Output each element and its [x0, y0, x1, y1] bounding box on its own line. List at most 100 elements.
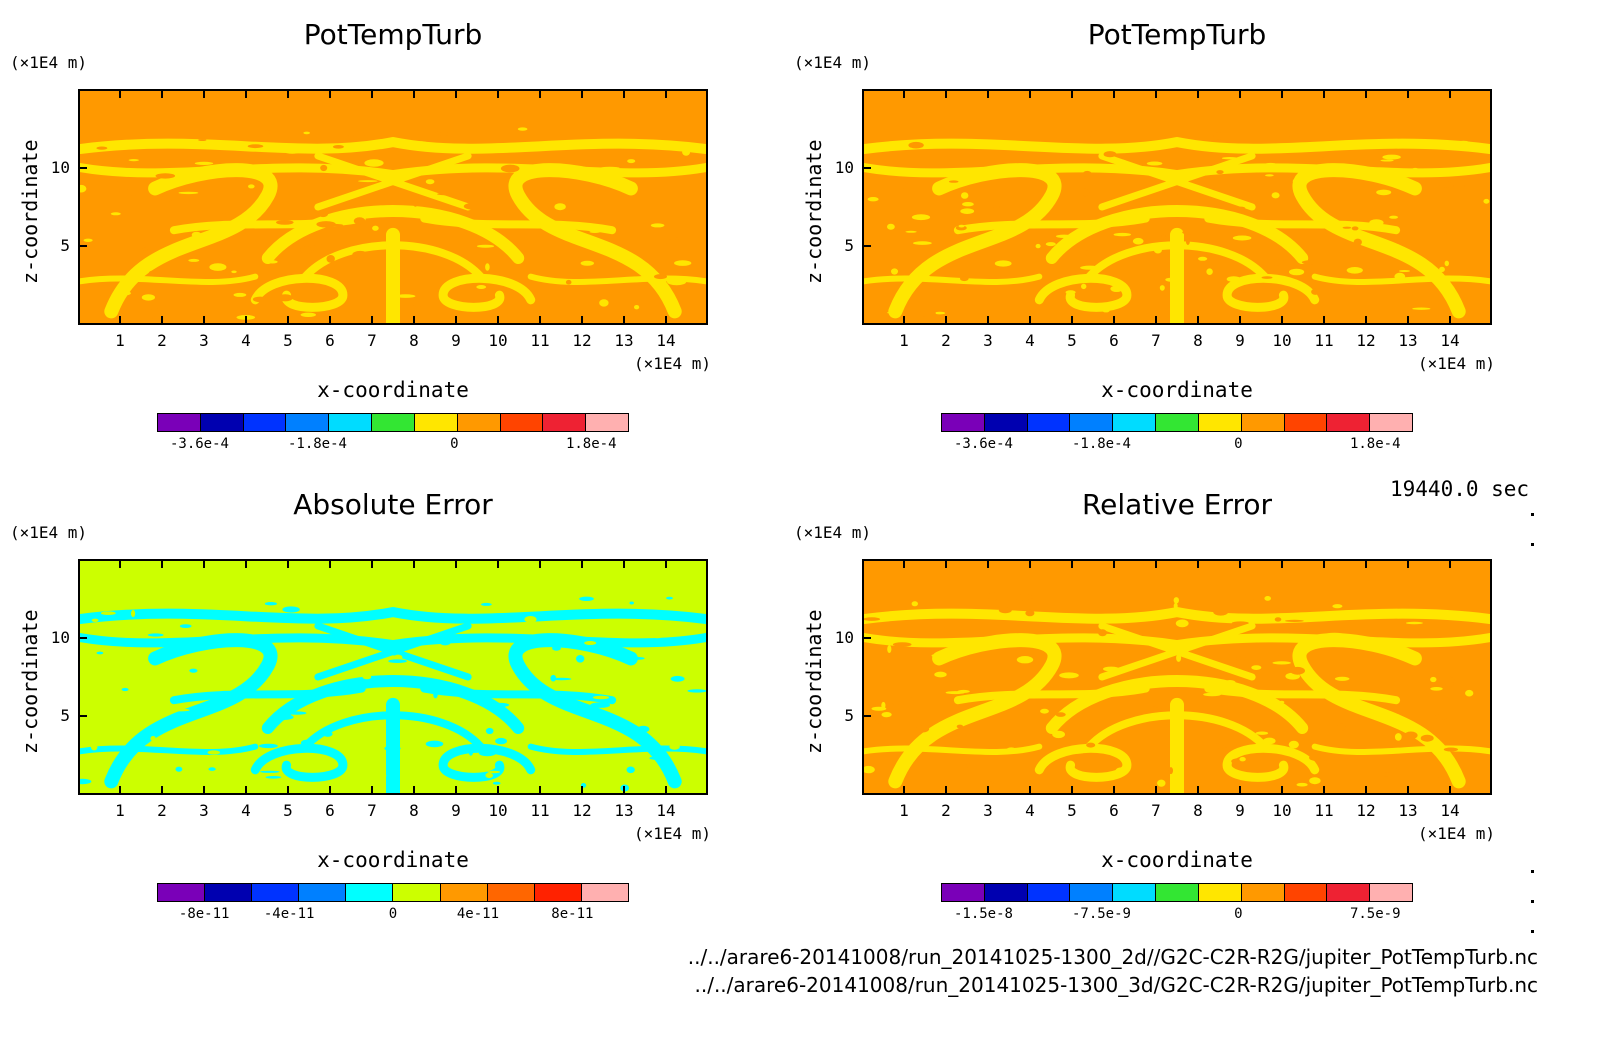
field-speckle: [276, 220, 294, 225]
x-tick-label: 12: [1356, 801, 1376, 820]
field-speckle: [425, 740, 444, 748]
field-pattern-band: [261, 675, 525, 735]
colorbar-segment: [942, 414, 985, 431]
field-speckle: [1110, 285, 1123, 292]
colorbar-label: 4e-11: [456, 906, 500, 922]
x-axis-label: x-coordinate: [1101, 378, 1253, 402]
colorbar-segment: [1241, 884, 1285, 901]
x-axis-unit: (×1E4 m): [1418, 824, 1496, 843]
field-speckle: [172, 708, 190, 712]
x-tick: [1239, 316, 1241, 325]
y-tick: [862, 166, 871, 169]
field-speckle: [911, 601, 918, 607]
field-speckle: [1194, 671, 1210, 674]
x-axis-unit: (×1E4 m): [634, 354, 712, 373]
field-speckle: [1301, 260, 1319, 265]
field-speckle: [121, 687, 129, 692]
field-speckle: [887, 645, 892, 653]
field-speckle: [1005, 747, 1017, 754]
field-speckle: [1173, 597, 1179, 604]
x-tick: [161, 316, 163, 325]
x-tick: [455, 559, 457, 568]
x-tick-label: 8: [409, 801, 419, 820]
field-pattern-band: [888, 163, 1062, 319]
field-speckle: [1115, 767, 1127, 774]
field-speckle: [1394, 272, 1406, 280]
colorbar-segment: [299, 884, 347, 901]
field-speckle: [881, 712, 892, 718]
field-speckle: [1380, 772, 1392, 777]
field-speckle: [91, 618, 99, 622]
x-tick: [1029, 316, 1031, 325]
field-speckle: [178, 191, 199, 195]
field-speckle: [1380, 159, 1394, 162]
x-tick: [581, 786, 583, 795]
field-speckle: [346, 132, 366, 137]
field-speckle: [1251, 665, 1262, 670]
field-speckle: [1430, 676, 1437, 683]
field-speckle: [1444, 230, 1464, 235]
field-speckle: [1439, 181, 1454, 188]
field-speckle: [1439, 266, 1445, 273]
field-speckle: [322, 731, 333, 737]
field-speckle: [105, 672, 115, 677]
field-speckle: [1398, 270, 1411, 272]
colorbar-segment: [1070, 884, 1114, 901]
field-speckle: [1153, 246, 1162, 254]
field-speckle: [1324, 632, 1345, 638]
x-tick: [945, 316, 947, 325]
field-pattern-band: [80, 633, 706, 650]
x-tick: [1281, 316, 1283, 325]
x-tick-label: 10: [1272, 331, 1292, 350]
y-axis-unit: (×1E4 m): [10, 523, 88, 542]
chart-panel: PotTempTurb (×1E4 m) 1 2 3 4 5 6 7 8 9 10 11 12 13 14 5 1…: [784, 0, 1568, 470]
field-speckle: [265, 776, 282, 779]
colorbar-segment: [1198, 414, 1242, 431]
x-tick: [903, 89, 905, 98]
y-axis-unit: (×1E4 m): [794, 523, 872, 542]
x-tick-label: 5: [283, 331, 293, 350]
x-tick-label: 2: [941, 331, 951, 350]
x-tick: [371, 559, 373, 568]
x-tick-label: 8: [409, 331, 419, 350]
field-speckle: [1430, 687, 1443, 691]
field-speckle: [425, 179, 435, 185]
colorbar-segment: [500, 414, 544, 431]
x-tick-label: 10: [488, 331, 508, 350]
x-tick-label: 7: [367, 331, 377, 350]
y-axis-label: z-coordinate: [18, 139, 42, 285]
field-speckle: [1389, 215, 1398, 219]
x-tick: [455, 316, 457, 325]
field-speckle: [589, 230, 601, 233]
x-tick: [1281, 786, 1283, 795]
field-speckle: [80, 778, 92, 785]
field-speckle: [90, 738, 100, 746]
colorbar-label: -1.8e-4: [287, 436, 347, 452]
field-speckle: [1235, 290, 1247, 294]
x-tick: [1113, 89, 1115, 98]
colorbar-segment: [1370, 884, 1412, 901]
field-speckle: [690, 600, 698, 606]
field-speckle: [376, 624, 384, 632]
x-tick: [1197, 786, 1199, 795]
field-pattern-band: [104, 163, 278, 319]
x-tick: [987, 786, 989, 795]
time-label: 19440.0 sec: [1390, 477, 1530, 501]
field-speckle: [384, 745, 401, 752]
y-tick: [862, 245, 871, 248]
field-speckle: [376, 774, 387, 778]
colorbar-segment: [1027, 414, 1071, 431]
chart-title: Relative Error: [1081, 488, 1273, 521]
colorbar-segment: [1156, 414, 1199, 431]
field-speckle: [1334, 676, 1350, 681]
field-speckle: [1289, 268, 1305, 276]
colorbar-segment: [586, 414, 628, 431]
colorbar-label: 7.5e-9: [1349, 906, 1401, 922]
field-speckle: [475, 154, 490, 157]
colorbar-segment: [414, 414, 458, 431]
field-speckle: [960, 208, 975, 214]
colorbar-segment: [1284, 414, 1328, 431]
x-tick: [539, 316, 541, 325]
field-speckle: [148, 270, 162, 276]
x-axis-label: x-coordinate: [317, 848, 469, 872]
